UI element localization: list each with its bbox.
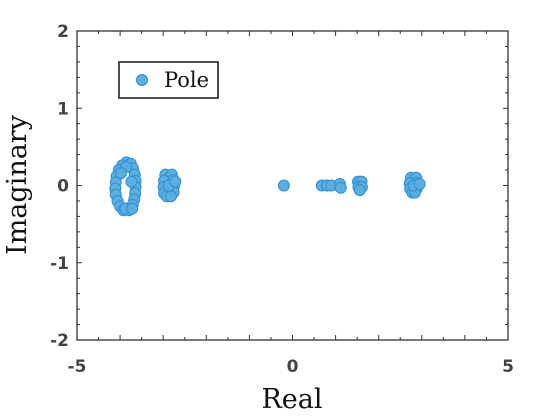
x-tick-label: 0 bbox=[287, 357, 299, 377]
pole-point bbox=[169, 175, 182, 188]
legend-marker-pole bbox=[136, 74, 148, 86]
legend-box bbox=[118, 61, 219, 99]
pole-point bbox=[277, 179, 290, 192]
tick-labels-layer: -5 0 5 -2 -1 0 1 2 bbox=[50, 22, 514, 377]
pole-point bbox=[114, 167, 127, 180]
pole-point bbox=[126, 202, 139, 215]
pole-point bbox=[164, 190, 177, 203]
y-tick-label: -2 bbox=[50, 331, 69, 351]
x-tick-label: -5 bbox=[68, 357, 87, 377]
y-tick-label: 1 bbox=[57, 99, 69, 119]
y-axis-title: Imaginary bbox=[2, 114, 33, 255]
legend: Pole bbox=[118, 61, 219, 99]
pole-point bbox=[413, 177, 426, 190]
ticks-layer bbox=[76, 30, 509, 341]
legend-label-pole: Pole bbox=[164, 68, 209, 92]
y-tick-label: -1 bbox=[50, 254, 69, 274]
x-axis-title: Real bbox=[261, 384, 322, 415]
pole-point bbox=[334, 181, 347, 194]
pole-point bbox=[353, 184, 366, 197]
y-tick-label: 0 bbox=[57, 177, 69, 197]
x-tick-label: 5 bbox=[502, 357, 514, 377]
data-points-layer bbox=[109, 156, 426, 217]
pole-point bbox=[125, 175, 138, 188]
y-tick-label: 2 bbox=[57, 22, 69, 42]
